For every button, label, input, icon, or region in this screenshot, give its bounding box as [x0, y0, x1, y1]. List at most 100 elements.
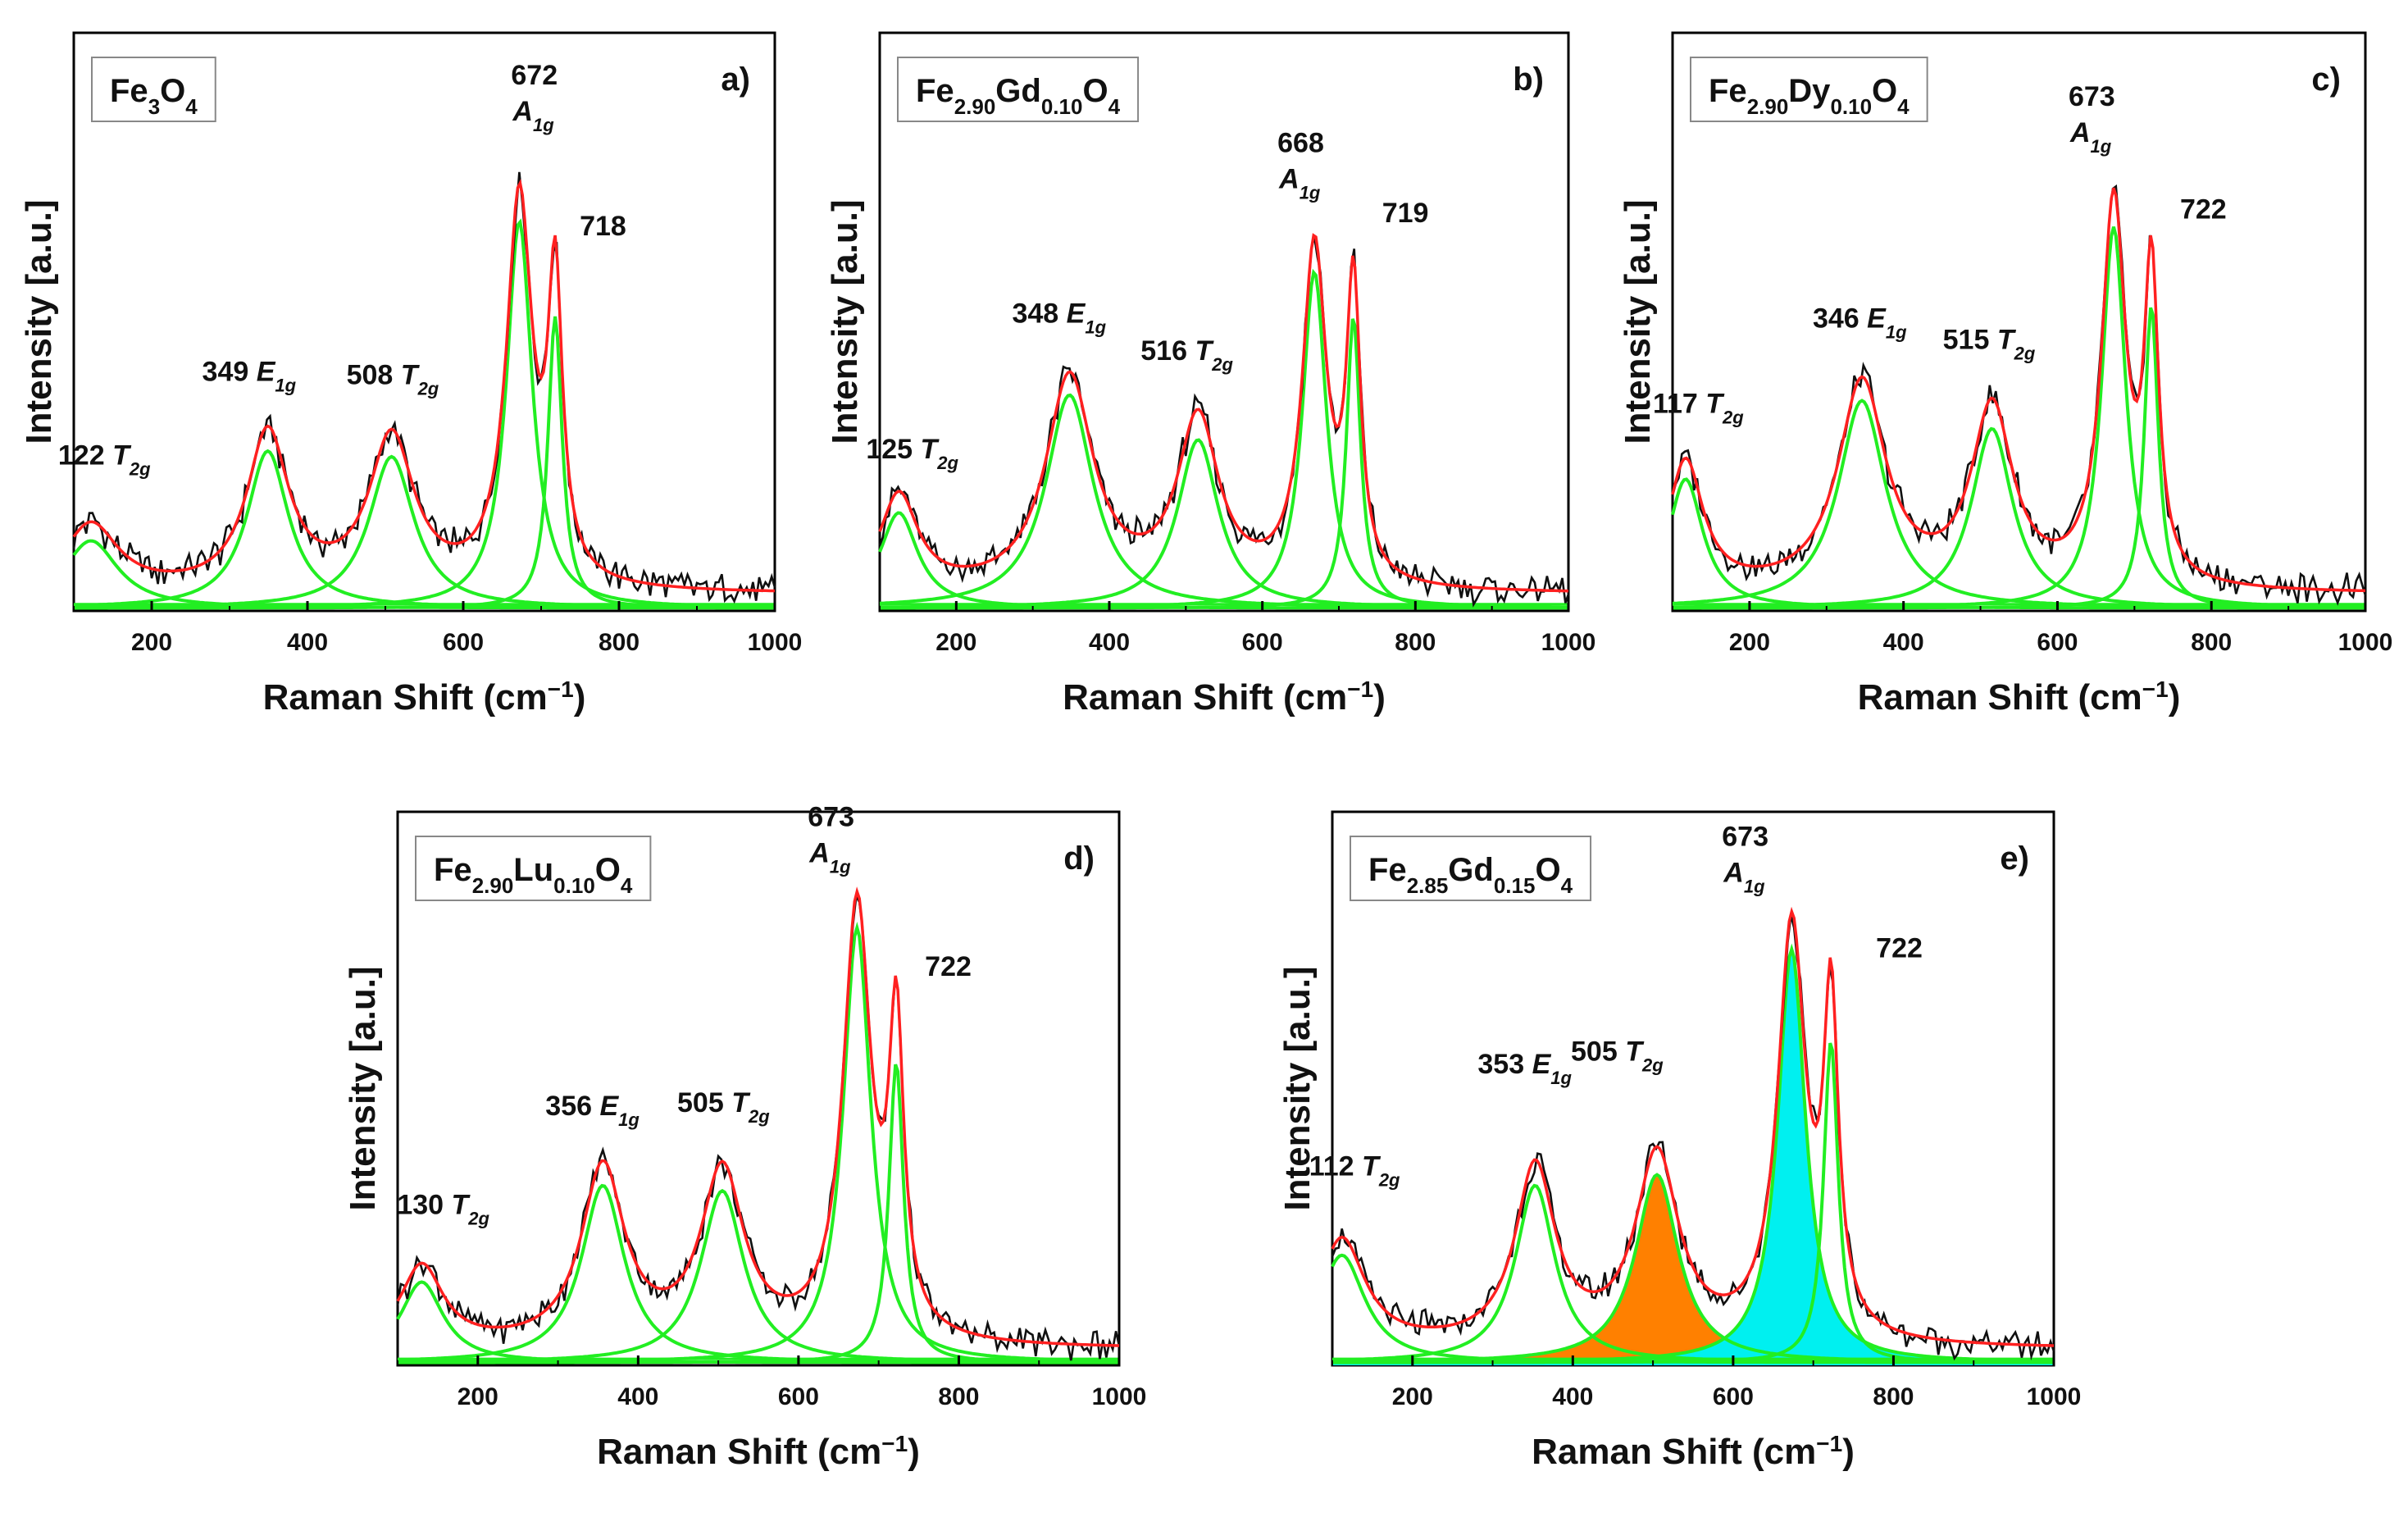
component-peak-718 [74, 316, 775, 610]
x-tick-label: 600 [778, 1383, 819, 1410]
panel-letter: a) [721, 61, 750, 98]
mode-label-A1g: A1g [1278, 164, 1321, 203]
compound-box [1690, 57, 1928, 122]
component-peak-719 [880, 318, 1568, 610]
x-tick-label: 1000 [2027, 1383, 2082, 1410]
peak-label-719: 719 [1382, 198, 1429, 229]
peak-label-722: 722 [2180, 194, 2227, 225]
x-tick-label: 800 [1873, 1383, 1914, 1410]
x-tick-label: 800 [938, 1383, 979, 1410]
peak-label-673: 673 [2069, 81, 2115, 112]
plot-frame [1331, 810, 2055, 1367]
compound-box [1350, 836, 1592, 901]
peak-label-673: 673 [808, 801, 854, 832]
peak-label-125: 125 T2g [866, 434, 958, 473]
chart-panel-5: 200 400 600 800 1000 Raman Shift (cm−1) Intens… [1277, 810, 2082, 1473]
mode-label-A1g: A1g [2069, 117, 2112, 157]
fit-curve [878, 233, 1569, 593]
plot-frame [1671, 31, 2367, 613]
x-tick-label: 400 [1089, 629, 1130, 656]
panel-letter: c) [2311, 61, 2341, 98]
compound-label: Fe2.90Lu0.10O4 [434, 852, 633, 898]
x-tick-label: 200 [935, 629, 976, 656]
x-tick-label: 1000 [2338, 629, 2393, 656]
peak-label-346: 346 E1g [1813, 303, 1907, 343]
x-tick-label: 200 [1729, 629, 1770, 656]
x-tick-label: 800 [599, 629, 640, 656]
x-tick-label: 400 [1552, 1383, 1593, 1410]
peak-label-673: 673 [1722, 822, 1768, 853]
fit-curve [1331, 906, 2054, 1347]
x-tick-label: 600 [2037, 629, 2078, 656]
y-axis-label: Intensity [a.u.] [825, 199, 865, 444]
chart-panel-3: 200 400 600 800 1000 Raman Shift (cm−1) Intens… [1618, 31, 2393, 718]
compound-box [415, 836, 652, 901]
plot-frame [878, 31, 1570, 613]
peak-label-505: 505 T2g [677, 1087, 770, 1127]
compound-box [91, 57, 216, 122]
compound-label: Fe2.90Gd0.10O4 [916, 73, 1121, 119]
compound-box [897, 57, 1140, 122]
x-tick-label: 400 [1883, 629, 1924, 656]
x-tick-label: 1000 [1541, 629, 1596, 656]
x-tick-label: 1000 [1092, 1383, 1147, 1410]
peak-label-130: 130 T2g [397, 1189, 489, 1228]
filled-peak-505 [1332, 1174, 2054, 1365]
peak-label-515: 515 T2g [1943, 324, 2036, 363]
y-axis-label: Intensity [a.u.] [19, 199, 59, 444]
x-tick-label: 200 [457, 1383, 498, 1410]
fit-curve [396, 886, 1119, 1347]
peak-label-672: 672 [511, 60, 558, 91]
x-tick-label: 600 [443, 629, 484, 656]
peak-label-348: 348 E1g [1012, 298, 1106, 337]
x-tick-label: 600 [1242, 629, 1283, 656]
y-axis-label: Intensity [a.u.] [1277, 966, 1318, 1210]
peak-label-349: 349 E1g [203, 357, 297, 396]
panel-letter: e) [2000, 840, 2029, 877]
x-axis-label: Raman Shift (cm−1) [1063, 676, 1386, 718]
x-axis-label: Raman Shift (cm−1) [1858, 676, 2181, 718]
x-axis-label: Raman Shift (cm−1) [597, 1431, 920, 1473]
panel-letter: b) [1513, 61, 1544, 98]
fit-curve [1671, 187, 2366, 593]
fit-curve [72, 179, 776, 593]
chart-panel-1: 200 400 600 800 1000 Raman Shift (cm−1) Intens… [19, 31, 803, 718]
peak-label-356: 356 E1g [545, 1091, 640, 1130]
peak-label-117: 117 T2g [1653, 388, 1744, 427]
x-tick-label: 800 [2191, 629, 2232, 656]
x-tick-label: 400 [617, 1383, 658, 1410]
mode-label-A1g: A1g [1723, 858, 1765, 897]
component-peak-722 [1673, 307, 2365, 610]
x-tick-label: 200 [131, 629, 172, 656]
x-tick-label: 600 [1713, 1383, 1754, 1410]
compound-label: Fe2.85Gd0.15O4 [1368, 852, 1573, 898]
peak-label-112: 112 T2g [1309, 1151, 1400, 1191]
mode-label-A1g: A1g [808, 837, 851, 877]
mode-label-A1g: A1g [512, 96, 554, 135]
x-tick-label: 200 [1392, 1383, 1433, 1410]
peak-label-516: 516 T2g [1140, 335, 1233, 375]
chart-panel-2: 200 400 600 800 1000 Raman Shift (cm−1) Intens… [825, 31, 1596, 718]
peak-label-718: 718 [580, 211, 626, 242]
x-axis-label: Raman Shift (cm−1) [263, 676, 586, 718]
peak-label-353: 353 E1g [1477, 1049, 1572, 1088]
x-tick-label: 800 [1395, 629, 1436, 656]
peak-label-668: 668 [1277, 128, 1324, 159]
x-axis-label: Raman Shift (cm−1) [1532, 1431, 1855, 1473]
peak-label-508: 508 T2g [347, 359, 439, 399]
compound-label: Fe2.90Dy0.10O4 [1709, 73, 1910, 119]
peak-label-722: 722 [925, 951, 972, 982]
component-peak-722 [398, 1064, 1120, 1364]
x-tick-label: 400 [287, 629, 328, 656]
y-axis-label: Intensity [a.u.] [1618, 199, 1658, 444]
panel-letter: d) [1063, 840, 1095, 877]
peak-label-122: 122 T2g [58, 440, 151, 479]
peak-label-505: 505 T2g [1571, 1036, 1664, 1075]
chart-panel-4: 200 400 600 800 1000 Raman Shift (cm−1) Intens… [343, 801, 1146, 1472]
y-axis-label: Intensity [a.u.] [343, 966, 383, 1210]
component-peak-722 [1332, 1042, 2054, 1364]
compound-label: Fe3O4 [110, 73, 198, 119]
x-tick-label: 1000 [748, 629, 803, 656]
peak-label-722: 722 [1876, 932, 1923, 963]
